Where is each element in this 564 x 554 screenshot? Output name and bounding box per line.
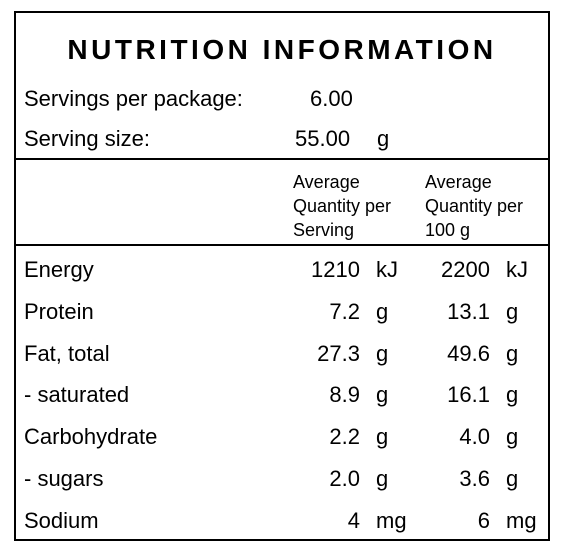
column-header-per-100g-line: 100 g (425, 220, 471, 240)
servings-value: 6.00 (310, 86, 353, 111)
per-100g-value: 4.0 (459, 424, 490, 449)
nutrient-name: - saturated (24, 382, 130, 407)
per-serving-value: 27.3 (317, 341, 360, 366)
serving-size-value: 55.00 (295, 126, 351, 151)
per-serving-unit: g (376, 341, 389, 366)
per-serving-value: 2.0 (329, 466, 360, 491)
divider-header (16, 158, 548, 160)
per-100g-unit: kJ (506, 257, 528, 282)
per-100g-unit: g (506, 382, 519, 407)
nutrient-name: Carbohydrate (24, 424, 158, 449)
per-100g-value: 16.1 (447, 382, 490, 407)
per-serving-value: 8.9 (329, 382, 360, 407)
per-100g-value: 49.6 (447, 341, 490, 366)
column-header-per-serving-line: Average (293, 172, 360, 192)
nutrient-name: Sodium (24, 508, 99, 533)
per-100g-unit: g (506, 466, 519, 491)
per-serving-unit: mg (376, 508, 407, 533)
column-header-per-100g: Average Quantity per 100 g (425, 170, 523, 242)
per-serving-value: 1210 (311, 257, 360, 282)
column-header-per-serving: Average Quantity per Serving (293, 170, 391, 242)
per-serving-value: 2.2 (329, 424, 360, 449)
per-100g-unit: g (506, 424, 519, 449)
per-serving-unit: g (376, 382, 389, 407)
per-100g-unit: g (506, 341, 519, 366)
serving-size-unit: g (377, 126, 390, 151)
per-serving-unit: g (376, 299, 389, 324)
serving-size-label: Serving size: (24, 126, 150, 151)
nutrient-name: Energy (24, 257, 94, 282)
divider-body (16, 244, 548, 246)
nutrient-name: Fat, total (24, 341, 110, 366)
panel-title: NUTRITION INFORMATION (67, 34, 497, 65)
per-100g-value: 6 (477, 508, 490, 533)
per-serving-value: 7.2 (329, 299, 360, 324)
per-100g-unit: mg (506, 508, 537, 533)
column-header-per-serving-line: Quantity per (293, 196, 392, 216)
per-serving-value: 4 (347, 508, 360, 533)
per-100g-value: 2200 (441, 257, 490, 282)
column-header-per-100g-line: Average (425, 172, 492, 192)
per-serving-unit: kJ (376, 257, 398, 282)
per-100g-value: 13.1 (447, 299, 490, 324)
per-100g-unit: g (506, 299, 519, 324)
nutrient-name: - sugars (24, 466, 104, 491)
per-100g-value: 3.6 (459, 466, 490, 491)
nutrition-panel: NUTRITION INFORMATION Servings per packa… (14, 11, 550, 541)
per-serving-unit: g (376, 466, 389, 491)
per-serving-unit: g (376, 424, 389, 449)
nutrient-name: Protein (24, 299, 94, 324)
servings-label: Servings per package: (24, 86, 243, 111)
column-header-per-100g-line: Quantity per (425, 196, 524, 216)
column-header-per-serving-line: Serving (293, 220, 355, 240)
